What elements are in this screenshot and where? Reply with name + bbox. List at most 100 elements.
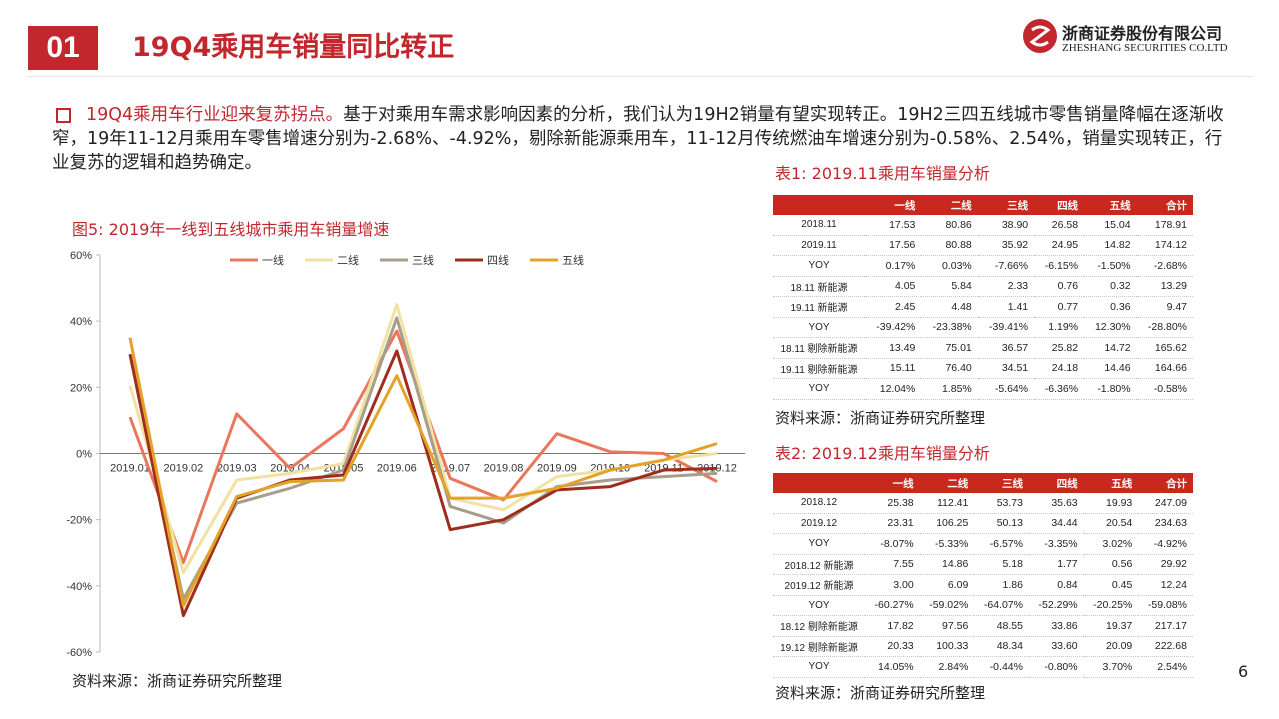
table-cell: 4.05 [865,276,922,297]
series-line [128,349,718,618]
x-tick-label: 2019.06 [377,463,417,475]
header-cell: 一线 [865,473,920,493]
table-row: 19.12 剔除新能源 20.33 100.33 48.34 33.60 20.09 222… [773,636,1193,657]
table-row: 19.11 剔除新能源 15.11 76.40 34.51 24.18 14.46 164.… [773,358,1193,379]
table-cell: -59.08% [1138,595,1193,616]
table-row: 2018.12 新能源 7.55 14.86 5.18 1.77 0.56 29.92 [773,554,1193,575]
table-cell: YOY [773,255,865,277]
table-cell: 20.54 [1083,513,1139,534]
table-cell: 80.88 [921,235,978,256]
table-cell: 19.11 新能源 [773,296,865,318]
series-line [128,337,718,608]
legend-label: 一线 [262,253,284,267]
legend-label: 三线 [412,253,434,267]
table: 一线 二线 三线 四线 五线 合计 2018.12 25.38 112.41 53.73 35.63… [773,473,1193,678]
table-title: 表1: 2019.11乘用车销量分析 [775,164,990,183]
table-cell: 15.04 [1084,215,1137,236]
table-cell: 50.13 [974,513,1029,534]
table-row: YOY 0.17% 0.03% -7.66% -6.15% -1.50% -2.68% [773,255,1193,277]
table-cell: 12.04% [865,378,922,400]
chart: -60% -40% -20% 0% 20% 40% 60% 2019.01 2019.02 201… [66,250,745,659]
table-cell: 14.86 [919,554,975,575]
table-cell: 25.38 [865,493,920,514]
table-cell: 13.49 [865,337,922,359]
y-tick-label: 40% [70,316,92,328]
table-cell: -39.41% [977,317,1035,338]
table-row: 18.11 新能源 4.05 5.84 2.33 0.76 0.32 13.29 [773,276,1193,297]
page-number: 6 [1238,662,1249,681]
table-cell: -23.38% [921,317,978,338]
header-cell: 三线 [974,473,1029,493]
table-cell: 1.19% [1034,317,1085,338]
table-cell: 0.45 [1083,574,1139,596]
table-cell: 20.09 [1083,636,1139,657]
table-cell: 1.85% [921,378,978,400]
table-cell: 0.36 [1084,296,1137,318]
table-cell: 20.33 [865,636,920,657]
table-cell: 24.95 [1034,235,1085,256]
table-cell: 18.11 新能源 [773,276,865,297]
table-cell: YOY [773,595,865,616]
table-cell: 18.11 剔除新能源 [773,337,865,359]
table-row: YOY -8.07% -5.33% -6.57% -3.35% 3.02% -4.92% [773,533,1193,555]
table-cell: 0.84 [1028,574,1084,596]
table-cell: 1.41 [977,296,1035,318]
table-cell: 2018.11 [773,215,865,236]
table-cell: -59.02% [919,595,975,616]
table-cell: -0.58% [1136,378,1193,400]
table-row: YOY -39.42% -23.38% -39.41% 1.19% 12.30% -28.8… [773,317,1193,338]
table-cell: 36.57 [977,337,1035,359]
table-cell: 6.09 [919,574,975,596]
table-cell: -0.80% [1028,656,1084,678]
table-row: 19.11 新能源 2.45 4.48 1.41 0.77 0.36 9.47 [773,296,1193,318]
table-cell: -39.42% [865,317,922,338]
table-cell: 23.31 [865,513,920,534]
table-cell: 34.51 [977,358,1035,379]
table-cell: 35.63 [1028,493,1084,514]
table-cell: -28.80% [1136,317,1193,338]
table-cell: 174.12 [1136,235,1193,256]
table-cell: 33.86 [1028,615,1084,637]
table-cell: 165.62 [1136,337,1193,359]
table-row: 18.12 剔除新能源 17.82 97.56 48.55 33.86 19.37 217.… [773,615,1193,637]
divider [28,76,1253,77]
table-cell: 0.03% [921,255,978,277]
table-cell: 2019.12 [773,513,865,534]
table-cell: -1.50% [1084,255,1137,277]
table-cell: 17.53 [865,215,922,236]
table-cell: 2.33 [977,276,1035,297]
table-row: YOY 12.04% 1.85% -5.64% -6.36% -1.80% -0.58% [773,378,1193,400]
slide-title: 19Q4乘用车销量同比转正 [132,32,455,63]
table-cell: 217.17 [1138,615,1193,637]
table-cell: 5.84 [921,276,978,297]
table-row: 2018.12 25.38 112.41 53.73 35.63 19.93 247.09 [773,493,1193,514]
table-cell: 19.12 剔除新能源 [773,636,865,657]
table-cell: -6.15% [1034,255,1085,277]
table-cell: 4.48 [921,296,978,318]
table-cell: 5.18 [974,554,1029,575]
header-cell: 五线 [1084,195,1137,215]
chart-title: 图5: 2019年一线到五线城市乘用车销量增速 [72,220,390,239]
header-cell: 四线 [1034,195,1085,215]
y-tick-label: -60% [66,647,92,659]
table-cell: 0.56 [1083,554,1139,575]
table-cell: 234.63 [1138,513,1193,534]
header-cell [773,195,865,215]
table-cell: -8.07% [865,533,920,555]
table-cell: -6.57% [974,533,1029,555]
table-title: 表2: 2019.12乘用车销量分析 [775,444,990,463]
table-cell: 14.72 [1084,337,1137,359]
header-cell: 一线 [865,195,922,215]
table-cell: -60.27% [865,595,920,616]
x-tick-label: 2019.01 [110,463,150,475]
table-cell: 35.92 [977,235,1035,256]
logo-icon [1023,19,1057,53]
header-row: 一线 二线 三线 四线 五线 合计 [773,473,1193,493]
logo-name-en: ZHESHANG SECURITIES CO.LTD [1062,42,1228,54]
header-cell: 二线 [919,473,975,493]
table-cell: 12.30% [1084,317,1137,338]
table-cell: 14.82 [1084,235,1137,256]
header-cell: 合计 [1136,195,1193,215]
table-row: 2019.12 23.31 106.25 50.13 34.44 20.54 234.63 [773,513,1193,534]
table-cell: 38.90 [977,215,1035,236]
